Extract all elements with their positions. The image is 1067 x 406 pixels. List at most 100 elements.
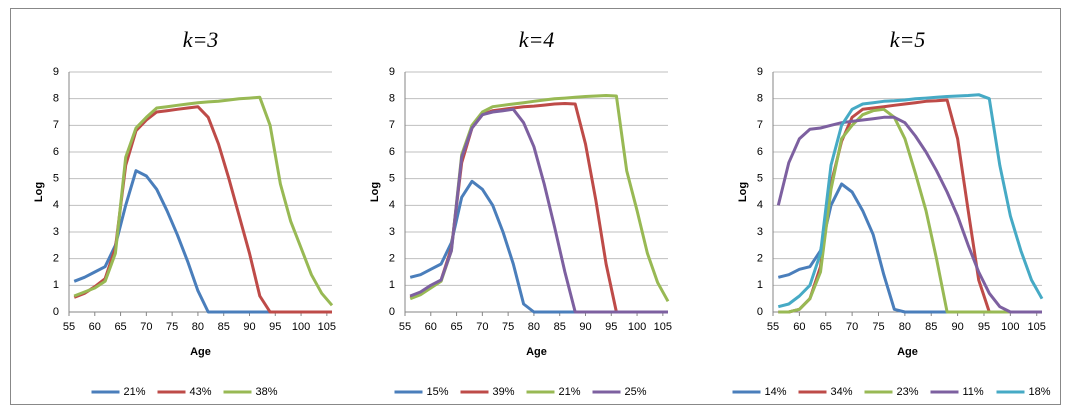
- x-tick-label: 105: [654, 321, 672, 333]
- y-tick-label: 2: [389, 253, 395, 265]
- data-line: [409, 107, 668, 314]
- x-tick-label: 65: [450, 321, 462, 333]
- y-tick-label: 8: [757, 93, 763, 105]
- x-tick-label: 70: [846, 321, 858, 333]
- x-tick-label: 70: [140, 321, 152, 333]
- x-tick-label: 85: [925, 321, 937, 333]
- legend-label: 15%: [427, 386, 449, 398]
- y-tick-label: 7: [389, 119, 395, 131]
- legend-label: 21%: [124, 386, 146, 398]
- x-tick-label: 55: [63, 321, 75, 333]
- panel: k=3 0 1 2 3 4 5 6 7 8 9 55 60 65 70 75 80 85 90 95 100 105 Age…: [33, 27, 336, 398]
- legend-label: 43%: [190, 386, 212, 398]
- y-tick-label: 9: [53, 66, 59, 78]
- data-line: [776, 115, 1042, 314]
- x-tick-label: 65: [114, 321, 126, 333]
- data-line: [409, 179, 668, 314]
- x-tick-label: 55: [399, 321, 411, 333]
- legend-label: 34%: [831, 386, 853, 398]
- x-tick-label: 95: [605, 321, 617, 333]
- x-tick-label: 95: [978, 321, 990, 333]
- x-tick-label: 90: [951, 321, 963, 333]
- y-tick-label: 7: [757, 119, 763, 131]
- y-tick-label: 5: [389, 173, 395, 185]
- x-axis-label: Age: [190, 346, 211, 358]
- legend-label: 21%: [559, 386, 581, 398]
- data-line: [73, 169, 332, 314]
- x-tick-label: 100: [1001, 321, 1019, 333]
- x-tick-label: 85: [554, 321, 566, 333]
- y-tick-label: 9: [389, 66, 395, 78]
- y-tick-label: 2: [53, 253, 59, 265]
- y-tick-label: 4: [389, 199, 395, 211]
- x-tick-label: 80: [528, 321, 540, 333]
- legend-label: 25%: [625, 386, 647, 398]
- y-tick-label: 3: [757, 226, 763, 238]
- x-tick-label: 105: [1028, 321, 1046, 333]
- x-tick-label: 70: [476, 321, 488, 333]
- x-tick-label: 85: [218, 321, 230, 333]
- y-tick-label: 9: [757, 66, 763, 78]
- x-axis-label: Age: [897, 346, 918, 358]
- y-axis-label: Log: [369, 182, 381, 202]
- x-tick-label: 55: [767, 321, 779, 333]
- y-tick-label: 8: [389, 93, 395, 105]
- y-tick-label: 6: [53, 146, 59, 158]
- legend-label: 39%: [493, 386, 515, 398]
- y-tick-label: 4: [53, 199, 59, 211]
- data-line: [777, 182, 1042, 314]
- data-line: [777, 93, 1044, 309]
- legend-label: 14%: [765, 386, 787, 398]
- x-tick-label: 100: [292, 321, 310, 333]
- x-tick-label: 60: [425, 321, 437, 333]
- legend-label: 11%: [963, 386, 984, 398]
- y-tick-label: 1: [389, 279, 395, 291]
- legend-label: 38%: [256, 386, 278, 398]
- y-tick-label: 0: [389, 306, 395, 318]
- x-tick-label: 90: [243, 321, 255, 333]
- y-tick-label: 4: [757, 199, 763, 211]
- x-tick-label: 80: [192, 321, 204, 333]
- x-tick-label: 75: [502, 321, 514, 333]
- data-line: [409, 102, 668, 314]
- x-axis-label: Age: [526, 346, 547, 358]
- panel: k=4 0 1 2 3 4 5 6 7 8 9 55 60 65 70 75 80 85 90 95 100 105 Age…: [369, 27, 672, 398]
- legend-label: 23%: [897, 386, 919, 398]
- x-tick-label: 75: [166, 321, 178, 333]
- y-tick-label: 1: [53, 279, 59, 291]
- chart-title: k=5: [890, 27, 926, 52]
- y-tick-label: 0: [757, 306, 763, 318]
- y-tick-label: 0: [53, 306, 59, 318]
- data-line: [778, 107, 1042, 314]
- x-tick-label: 65: [820, 321, 832, 333]
- data-line: [73, 95, 334, 307]
- y-tick-label: 5: [53, 173, 59, 185]
- y-tick-label: 5: [757, 173, 763, 185]
- y-tick-label: 6: [389, 146, 395, 158]
- x-tick-label: 60: [89, 321, 101, 333]
- x-tick-label: 105: [318, 321, 336, 333]
- y-axis-label: Log: [33, 182, 45, 202]
- x-tick-label: 75: [872, 321, 884, 333]
- legend-label: 18%: [1029, 386, 1051, 398]
- y-tick-label: 8: [53, 93, 59, 105]
- x-tick-label: 100: [628, 321, 646, 333]
- x-tick-label: 60: [793, 321, 805, 333]
- data-line: [409, 94, 670, 303]
- x-tick-label: 90: [579, 321, 591, 333]
- chart-title: k=4: [519, 27, 555, 52]
- y-tick-label: 3: [389, 226, 395, 238]
- y-tick-label: 2: [757, 253, 763, 265]
- y-axis-label: Log: [737, 182, 749, 202]
- y-tick-label: 3: [53, 226, 59, 238]
- y-tick-label: 1: [757, 279, 763, 291]
- y-tick-label: 7: [53, 119, 59, 131]
- y-tick-label: 6: [757, 146, 763, 158]
- chart-title: k=3: [183, 27, 219, 52]
- x-tick-label: 80: [899, 321, 911, 333]
- panel: k=5 0 1 2 3 4 5 6 7 8 9 55 60 65 70 75 80 85 90 95 100 105 Age…: [732, 27, 1051, 398]
- frame: [10, 8, 1061, 405]
- x-tick-label: 95: [269, 321, 281, 333]
- data-line: [73, 105, 332, 314]
